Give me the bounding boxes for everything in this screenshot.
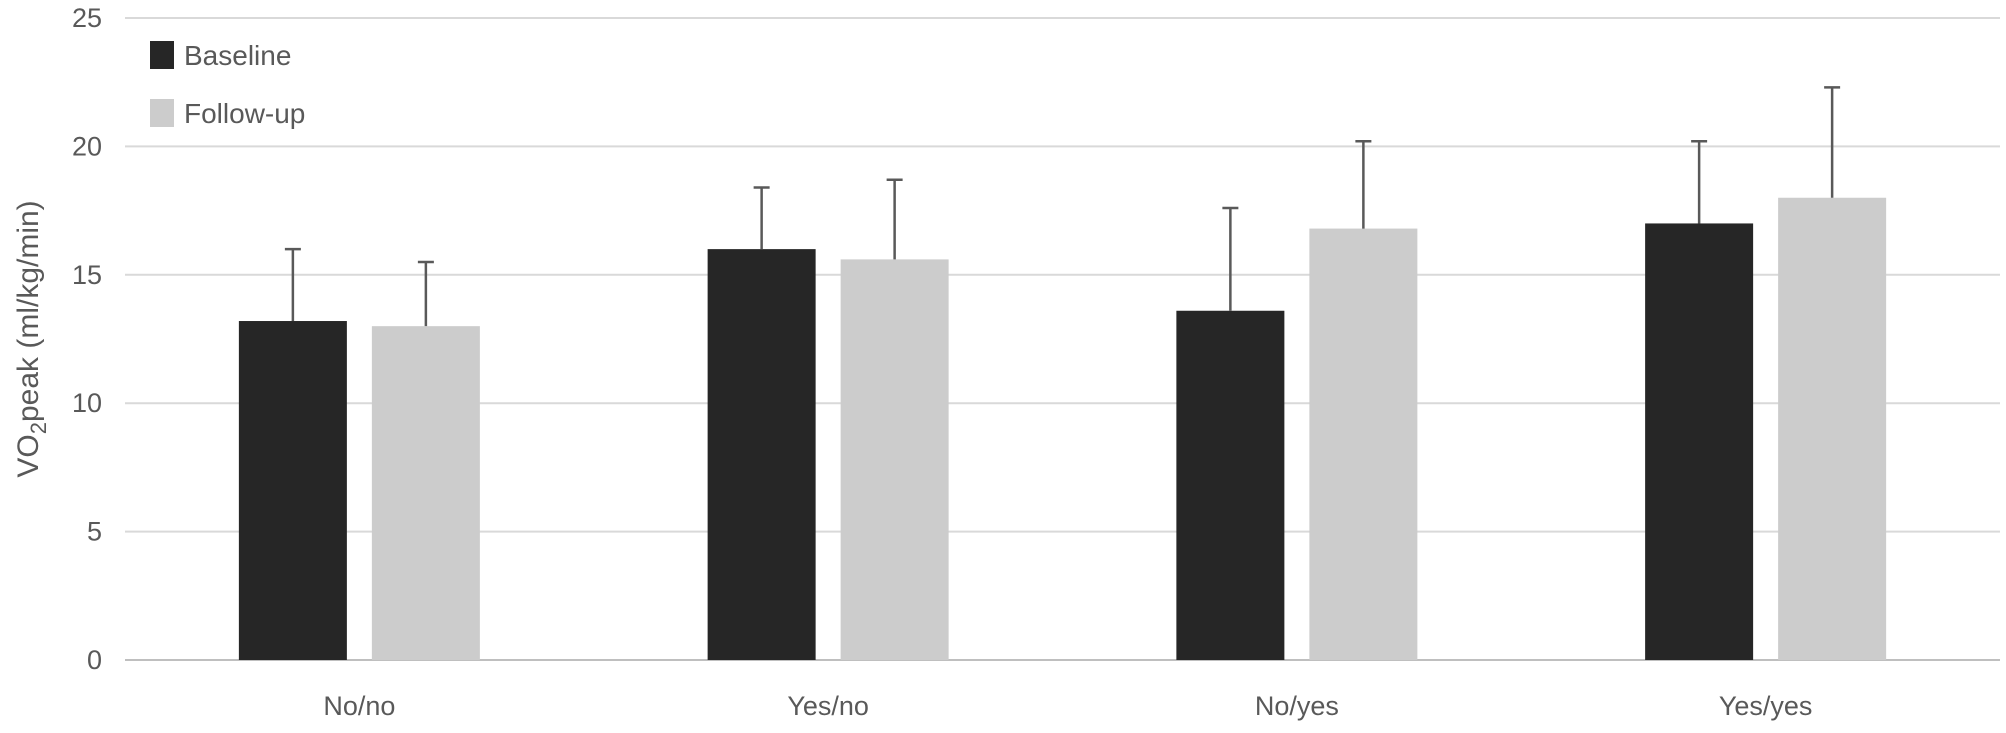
- bars: [238, 197, 1887, 661]
- bar-follow-up: [840, 259, 949, 660]
- bar-baseline: [1645, 223, 1754, 660]
- legend-label: Follow-up: [184, 98, 305, 129]
- bar-baseline: [707, 249, 816, 660]
- legend-label: Baseline: [184, 40, 291, 71]
- x-tick-label: Yes/yes: [1719, 691, 1813, 721]
- x-tick-label: Yes/no: [787, 691, 869, 721]
- error-bars: [284, 86, 1841, 327]
- legend: Baseline Follow-up: [150, 40, 305, 129]
- bar-follow-up: [371, 326, 480, 660]
- bar-follow-up: [1309, 228, 1418, 661]
- x-tick-label: No/no: [323, 691, 395, 721]
- bar-baseline: [238, 321, 347, 660]
- legend-swatch: [150, 41, 174, 69]
- y-axis-label: VO2peak (ml/kg/min): [12, 200, 51, 477]
- y-tick-label: 0: [87, 645, 102, 675]
- y-axis-title: VO2peak (ml/kg/min): [12, 200, 51, 477]
- y-tick-label: 5: [87, 517, 102, 547]
- bar-baseline: [1176, 310, 1285, 660]
- y-tick-label: 10: [72, 388, 102, 418]
- y-axis-ticks: 0 5 10 15 20 25: [72, 3, 102, 675]
- legend-swatch: [150, 99, 174, 127]
- y-tick-label: 15: [72, 260, 102, 290]
- bar-follow-up: [1778, 197, 1887, 660]
- y-tick-label: 25: [72, 3, 102, 33]
- x-axis-ticks: No/no Yes/no No/yes Yes/yes: [323, 691, 1812, 721]
- y-tick-label: 20: [72, 131, 102, 161]
- x-tick-label: No/yes: [1255, 691, 1339, 721]
